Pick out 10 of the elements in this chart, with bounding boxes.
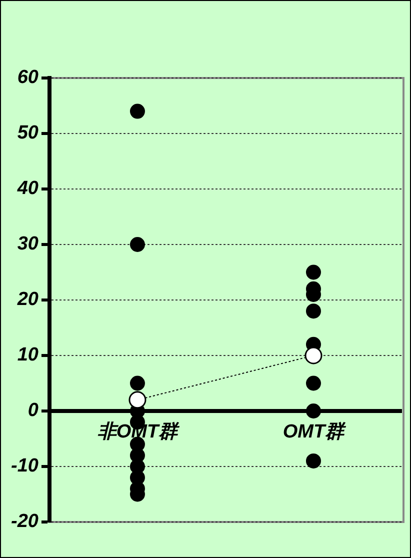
y-tick-label: -20 [10, 511, 39, 532]
y-tick-label: 40 [16, 178, 39, 200]
y-tick-label: -10 [10, 456, 39, 477]
y-tick-label: 50 [17, 122, 39, 144]
x-tick-label: OMT群 [282, 422, 348, 443]
y-tick-label: 30 [17, 234, 39, 255]
y-tick-label: 20 [16, 289, 39, 310]
y-tick-label: 60 [17, 67, 39, 88]
y-tick-label: 0 [28, 400, 39, 422]
y-tick-label: 10 [17, 344, 39, 366]
